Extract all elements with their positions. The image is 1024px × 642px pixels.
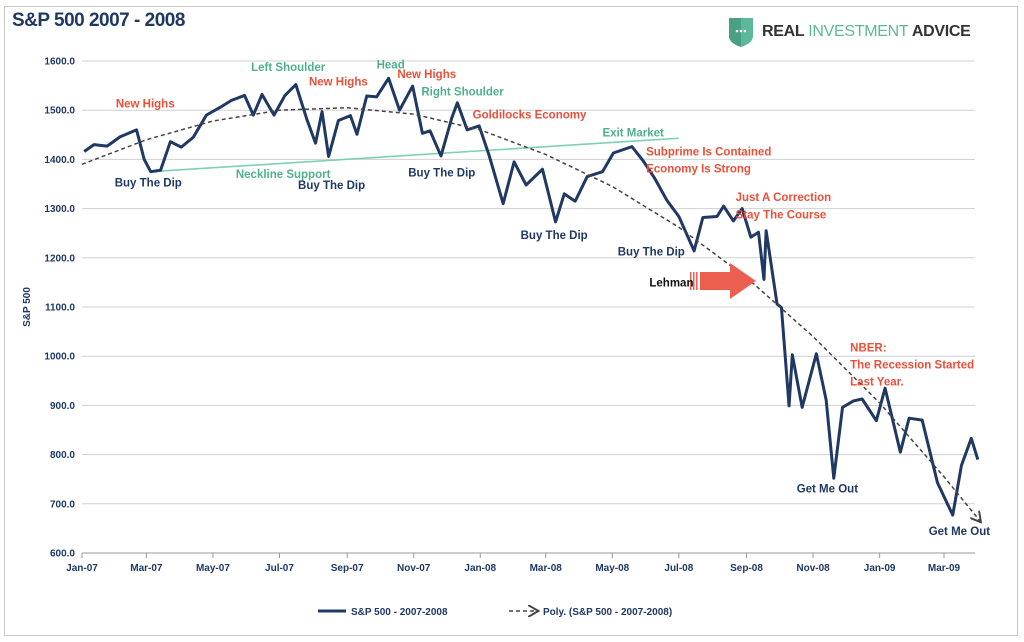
y-tick-label: 700.0 <box>50 499 75 510</box>
y-tick-label: 1400.0 <box>44 155 75 166</box>
shield-logo-icon <box>729 18 753 47</box>
annotation-label: Buy The Dip <box>521 230 588 242</box>
x-tick-label: Jan-07 <box>66 563 98 574</box>
annotation-label: Just A Correction <box>736 192 832 204</box>
x-tick-label: Sep-08 <box>730 563 763 574</box>
y-tick-label: 1200.0 <box>44 253 75 264</box>
annotation-label: Lehman <box>649 277 693 289</box>
annotation-label: Get Me Out <box>797 483 859 495</box>
annotation-label: New Highs <box>309 77 368 89</box>
annotation-label: Buy The Dip <box>298 180 365 192</box>
y-tick-label: 800.0 <box>50 450 75 461</box>
x-tick-label: Sep-07 <box>331 563 364 574</box>
x-tick-label: Jul-08 <box>664 563 693 574</box>
y-tick-label: 1500.0 <box>44 106 75 117</box>
annotation-label: Last Year. <box>850 377 904 389</box>
y-tick-label: 1100.0 <box>45 303 75 314</box>
annotation-label: Stay The Course <box>736 209 827 221</box>
lehman-arrow-icon <box>690 263 756 299</box>
legend-label-sp500: S&P 500 - 2007-2008 <box>351 607 448 618</box>
x-tick-label: May-08 <box>595 563 629 574</box>
poly-trend-line <box>81 106 980 521</box>
y-tick-label: 900.0 <box>50 401 75 412</box>
annotation-label: The Recession Started <box>850 360 974 372</box>
x-tick-label: Jan-09 <box>864 563 896 574</box>
y-axis-label: S&P 500 <box>22 287 33 327</box>
arrow-stripe <box>696 272 698 290</box>
chart-title: S&P 500 2007 - 2008 <box>12 10 185 31</box>
annotation-label: Exit Market <box>602 127 664 139</box>
chart-frame <box>4 6 1018 636</box>
annotation-label: Economy Is Strong <box>646 164 751 176</box>
x-tick-label: Jul-07 <box>265 563 294 574</box>
annotation-label: Get Me Out <box>929 526 991 538</box>
annotation-label: Goldilocks Economy <box>473 110 587 122</box>
arrow-shape <box>700 263 756 299</box>
y-tick-label: 1000.0 <box>44 352 75 363</box>
annotation-label: Subprime Is Contained <box>646 146 771 158</box>
x-tick-label: Jan-08 <box>464 563 496 574</box>
annotation-label: Neckline Support <box>236 169 331 181</box>
annotation-label: Buy The Dip <box>408 168 475 180</box>
y-tick-label: 1300.0 <box>44 204 75 215</box>
annotation-label: Buy The Dip <box>618 246 685 258</box>
arrow-stripe <box>693 272 695 290</box>
x-tick-label: May-07 <box>196 563 230 574</box>
annotation-label: Buy The Dip <box>115 177 182 189</box>
annotation-label: Head <box>377 59 405 71</box>
x-tick-label: Nov-07 <box>397 563 431 574</box>
sp500-series-line <box>83 76 980 517</box>
annotation-label: Right Shoulder <box>421 86 504 98</box>
y-tick-label: 600.0 <box>50 549 75 560</box>
annotation-label: NBER: <box>850 342 886 354</box>
legend: S&P 500 - 2007-2008 Poly. (S&P 500 - 2007… <box>318 607 672 618</box>
arrow-stripe <box>690 272 692 290</box>
x-tick-label: Mar-09 <box>928 563 961 574</box>
logo-text: REAL INVESTMENT ADVICE <box>762 23 971 40</box>
logo: REAL INVESTMENT ADVICE <box>728 16 971 48</box>
x-tick-label: Mar-07 <box>130 563 163 574</box>
annotation-label: New Highs <box>116 99 175 111</box>
annotation-label: Left Shoulder <box>251 62 326 74</box>
y-tick-label: 1600.0 <box>44 57 75 68</box>
annotation-label: New Highs <box>397 69 456 81</box>
x-tick-label: Nov-08 <box>796 563 830 574</box>
x-tick-label: Mar-08 <box>530 563 563 574</box>
neckline-support-line <box>150 137 679 173</box>
legend-label-poly: Poly. (S&P 500 - 2007-2008) <box>543 607 672 618</box>
